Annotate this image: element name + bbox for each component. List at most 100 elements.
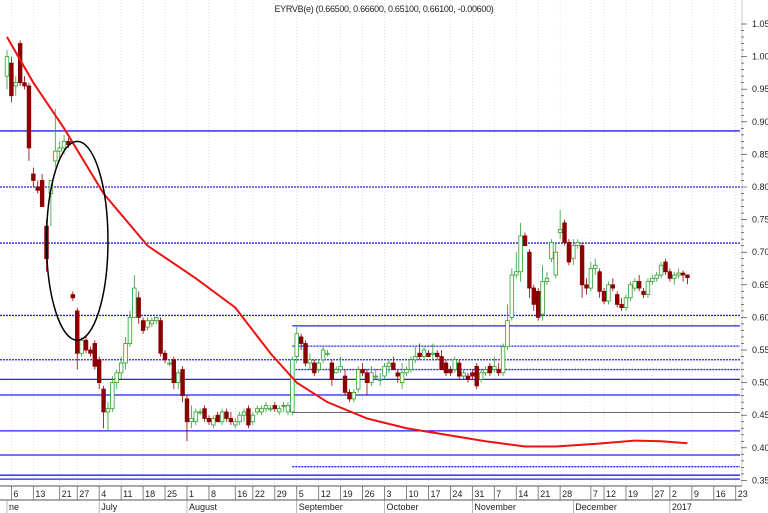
candle-body bbox=[527, 251, 532, 289]
candle-body bbox=[650, 277, 655, 282]
candle bbox=[584, 278, 589, 295]
x-tick-label: 1 bbox=[189, 489, 194, 499]
candle-body bbox=[597, 271, 602, 292]
candle bbox=[562, 219, 567, 246]
candle bbox=[426, 350, 431, 357]
candle-body bbox=[549, 242, 554, 260]
candle-body bbox=[39, 180, 45, 207]
candle-body bbox=[663, 261, 668, 273]
candle bbox=[171, 356, 177, 390]
candle-body bbox=[465, 375, 471, 380]
candle-body bbox=[158, 320, 163, 354]
candle bbox=[382, 363, 387, 380]
candle-body bbox=[364, 372, 370, 384]
candle-body bbox=[237, 414, 242, 423]
candle-body bbox=[483, 369, 488, 374]
candle bbox=[658, 261, 664, 279]
candle-body bbox=[342, 375, 348, 393]
candle bbox=[505, 304, 510, 350]
candle-body bbox=[685, 274, 690, 279]
candle bbox=[404, 366, 409, 377]
candle-body bbox=[154, 316, 159, 322]
candle-body bbox=[140, 320, 146, 331]
candle-body bbox=[219, 411, 225, 423]
candle-body bbox=[680, 272, 686, 276]
candle bbox=[132, 275, 137, 318]
candle bbox=[557, 209, 563, 240]
x-tick-label: 12 bbox=[321, 489, 331, 499]
month-label: October bbox=[387, 502, 419, 512]
candle-body bbox=[233, 421, 238, 426]
x-tick-label: 11 bbox=[123, 489, 132, 499]
candle-body bbox=[197, 411, 203, 414]
candle bbox=[215, 411, 220, 423]
candle-body bbox=[439, 356, 444, 370]
candle-body bbox=[123, 343, 128, 364]
candle-body bbox=[88, 349, 93, 354]
x-tick-label: 28 bbox=[562, 489, 572, 499]
candle bbox=[241, 408, 247, 422]
candle bbox=[615, 291, 620, 308]
candle bbox=[228, 411, 234, 425]
candle-body bbox=[351, 391, 357, 400]
month-label: December bbox=[575, 502, 617, 512]
candle bbox=[294, 327, 299, 364]
candle bbox=[320, 346, 326, 364]
x-tick-label: 3 bbox=[387, 489, 392, 499]
candle bbox=[136, 291, 141, 324]
candle bbox=[26, 82, 32, 161]
candle-body bbox=[557, 228, 563, 234]
x-tick-label: 16 bbox=[716, 489, 726, 499]
y-tick-label: 0.40 bbox=[752, 443, 768, 453]
candle-body bbox=[509, 274, 515, 318]
candle bbox=[391, 356, 396, 370]
candle bbox=[386, 359, 392, 373]
candle bbox=[75, 307, 80, 370]
candle bbox=[167, 359, 172, 367]
candle bbox=[531, 284, 536, 311]
candle-body bbox=[584, 284, 589, 289]
candle-body bbox=[676, 272, 681, 276]
candle bbox=[180, 366, 185, 403]
candle bbox=[544, 271, 550, 285]
candle-body bbox=[298, 336, 304, 344]
x-tick-label: 2 bbox=[672, 489, 677, 499]
candle bbox=[145, 317, 150, 331]
candle bbox=[641, 288, 646, 298]
candle-body bbox=[492, 365, 497, 370]
month-label: July bbox=[101, 502, 118, 512]
candle-body bbox=[377, 378, 383, 381]
candle-body bbox=[435, 352, 440, 357]
candle bbox=[70, 291, 76, 302]
candle bbox=[369, 366, 374, 386]
candle bbox=[500, 343, 506, 377]
candle-body bbox=[426, 352, 431, 357]
candle bbox=[325, 350, 330, 357]
x-tick-label: 25 bbox=[167, 489, 177, 499]
candle bbox=[202, 405, 207, 422]
x-tick-label: 19 bbox=[628, 489, 638, 499]
candle bbox=[176, 369, 181, 390]
candle bbox=[259, 405, 264, 416]
x-tick-label: 14 bbox=[518, 489, 528, 499]
candle-body bbox=[430, 352, 436, 355]
candle bbox=[676, 268, 681, 279]
candle bbox=[566, 239, 572, 266]
candle-body bbox=[443, 362, 449, 374]
candle-body bbox=[176, 372, 181, 384]
candle bbox=[149, 317, 155, 328]
candle-body bbox=[202, 408, 207, 419]
candle bbox=[316, 359, 321, 373]
candle bbox=[312, 359, 317, 377]
candle bbox=[470, 369, 475, 380]
candle bbox=[123, 336, 128, 370]
candle-body bbox=[303, 343, 308, 364]
candle-body bbox=[127, 316, 133, 344]
candle bbox=[22, 76, 27, 90]
y-tick-label: 0.65 bbox=[752, 280, 768, 290]
candle-body bbox=[114, 372, 119, 384]
candle-body bbox=[452, 359, 457, 370]
candle-body bbox=[290, 359, 295, 413]
candle bbox=[110, 376, 115, 412]
candle bbox=[276, 405, 282, 416]
